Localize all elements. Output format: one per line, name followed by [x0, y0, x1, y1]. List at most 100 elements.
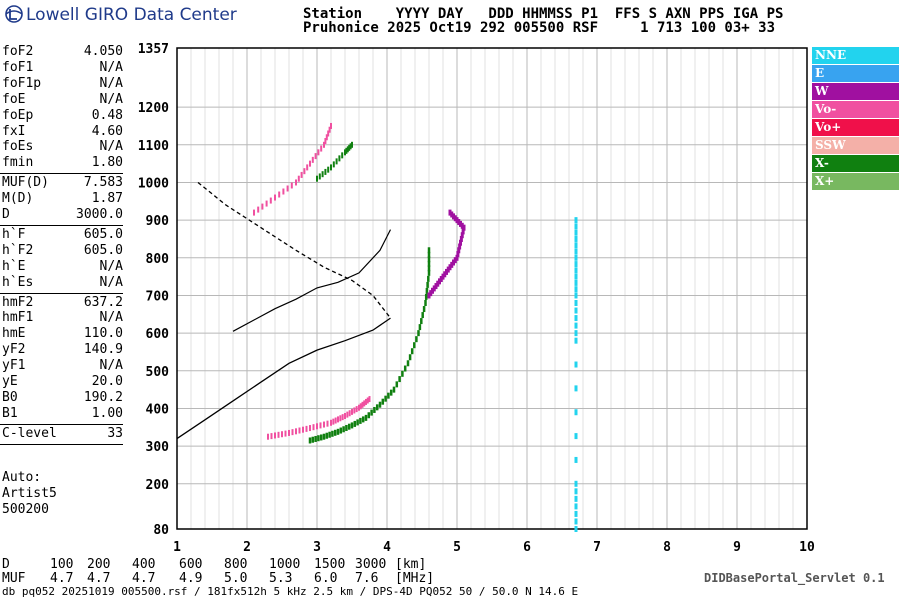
nne-trace [574, 337, 578, 344]
ordinary-lower-trace [351, 408, 353, 415]
extraordinary-upper-trace [324, 168, 327, 175]
nne-trace [574, 286, 578, 293]
ordinary-upper-trace [325, 134, 328, 141]
muf-value-row: MUF 4.7 4.7 4.7 4.9 5.0 5.3 6.0 7.6 [MHz] [0, 571, 434, 587]
ordinary-lower-trace [284, 430, 287, 437]
ordinary-lower-trace [348, 410, 351, 417]
nne-trace [574, 330, 578, 337]
brand-text: Lowell GIRO Data Center [26, 5, 237, 25]
legend-item: X- [812, 155, 899, 172]
w-cluster-trace [459, 235, 463, 242]
param-row: yF2 140.9 [2, 342, 123, 358]
ordinary-lower-trace [359, 403, 362, 410]
nne-trace [574, 223, 578, 230]
param-name: yE [2, 374, 18, 389]
legend-label: X+ [815, 174, 835, 188]
param-name: fxI [2, 123, 26, 139]
ordinary-upper-trace [297, 175, 300, 182]
legend-item: X+ [812, 173, 899, 190]
extraordinary-lower-trace [427, 269, 431, 276]
nne-trace [574, 267, 578, 274]
x-tick-label: 4 [383, 540, 391, 555]
nne-trace [574, 300, 578, 307]
ordinary-lower-trace [305, 425, 308, 432]
w-cluster-trace [427, 292, 431, 299]
ordinary-lower-trace [274, 432, 276, 439]
w-cluster-trace [452, 259, 455, 266]
extraordinary-lower-trace [350, 422, 354, 429]
y-tick-label: 400 [146, 402, 170, 417]
param-row: yE 20.0 [2, 374, 123, 390]
extraordinary-lower-trace [353, 420, 357, 427]
extraordinary-upper-trace [321, 171, 324, 178]
ordinary-lower-trace [346, 411, 349, 418]
ordinary-lower-trace [319, 422, 322, 429]
ordinary-lower-trace [309, 425, 311, 432]
nne-trace [574, 292, 578, 299]
extraordinary-lower-trace [328, 431, 331, 438]
param-value: 190.2 [83, 389, 123, 405]
param-value: 20.0 [91, 374, 123, 389]
ordinary-upper-trace [314, 153, 317, 160]
muf-cell: 600 [179, 557, 203, 572]
legend-item: SSW [812, 137, 899, 154]
ordinary-lower-trace [363, 400, 366, 407]
footer-info: db pq052 20251019 005500.rsf / 181fx512h… [2, 585, 579, 598]
param-row: yF1 N/A [2, 358, 123, 374]
nne-trace [574, 322, 578, 329]
ordinary-upper-trace [320, 145, 323, 152]
extraordinary-lower-trace [370, 409, 373, 416]
ordinary-lower-trace [312, 424, 315, 431]
ordinary-upper-trace [290, 182, 293, 189]
ordinary-lower-trace [298, 427, 301, 434]
param-row: B1 1.00 [2, 406, 123, 422]
header-line-1: Station YYYY DAY DDD HHMMSS P1 FFS S AXN… [303, 6, 784, 22]
nne-trace [574, 248, 578, 255]
y-tick-label: 1200 [138, 101, 169, 116]
ordinary-upper-trace [317, 149, 320, 156]
brand-title: Lowell GIRO Data Center [4, 4, 237, 25]
param-name: fmin [2, 155, 34, 171]
extraordinary-lower-trace [398, 376, 401, 383]
ordinary-upper-trace [309, 160, 311, 167]
ordinary-upper-trace [311, 156, 314, 163]
x-tick-label: 8 [663, 540, 671, 555]
x-tick-label: 6 [523, 540, 531, 555]
ordinary-upper-trace [286, 185, 289, 192]
legend-item: Vo+ [812, 119, 899, 136]
extraordinary-upper-trace [335, 158, 338, 165]
ordinary-lower-trace [267, 433, 269, 440]
extraordinary-lower-trace [367, 412, 371, 419]
extraordinary-lower-trace [403, 365, 407, 372]
muf-cell: 400 [132, 557, 156, 572]
y-tick-label: 500 [146, 365, 170, 380]
param-name: B1 [2, 405, 18, 421]
extraordinary-lower-trace [378, 401, 382, 408]
ordinary-upper-trace [303, 168, 306, 175]
w-cluster-trace [434, 283, 438, 290]
param-value: 0.48 [91, 107, 123, 123]
extraordinary-lower-trace [427, 260, 431, 267]
w-cluster-trace [453, 257, 457, 264]
extraordinary-lower-trace [314, 435, 317, 442]
param-value: 605.0 [83, 226, 123, 242]
ordinary-upper-trace [306, 164, 309, 171]
param-name: foF1p [2, 75, 42, 91]
param-separator [0, 423, 123, 425]
extraordinary-lower-trace [373, 406, 376, 413]
ordinary-lower-trace [361, 401, 364, 408]
extraordinary-lower-trace [422, 306, 426, 313]
w-cluster-trace [432, 285, 436, 292]
extraordinary-lower-trace [361, 416, 365, 423]
legend-item: W [812, 83, 899, 100]
ordinary-upper-trace [265, 200, 268, 207]
param-name: hmF1 [2, 310, 34, 326]
extraordinary-upper-trace [348, 144, 351, 151]
extraordinary-upper-trace [332, 161, 335, 168]
param-name: foF2 [2, 44, 34, 59]
nne-trace [574, 307, 578, 314]
ordinary-upper-trace [261, 203, 264, 210]
param-value: 33 [107, 425, 123, 441]
extraordinary-lower-trace [408, 354, 412, 361]
